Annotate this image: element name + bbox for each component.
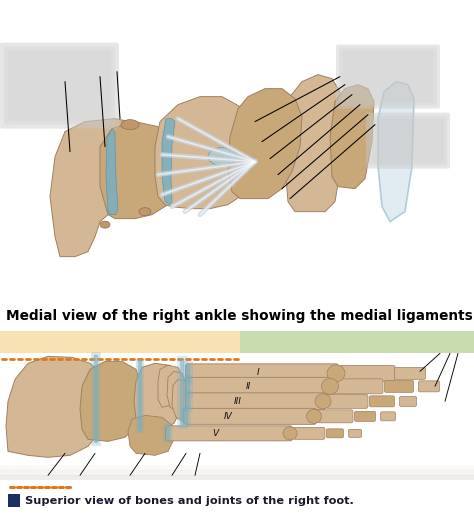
FancyBboxPatch shape: [165, 426, 292, 441]
Polygon shape: [80, 362, 142, 441]
Text: Superior view of bones and joints of the right foot.: Superior view of bones and joints of the…: [25, 495, 354, 506]
Polygon shape: [106, 129, 118, 215]
Polygon shape: [162, 118, 175, 204]
Ellipse shape: [100, 221, 110, 228]
FancyBboxPatch shape: [372, 118, 444, 163]
Bar: [0, 331, 474, 353]
FancyBboxPatch shape: [185, 377, 332, 396]
FancyBboxPatch shape: [4, 47, 115, 125]
Ellipse shape: [139, 208, 151, 216]
Bar: [240, 331, 474, 353]
FancyBboxPatch shape: [355, 411, 375, 421]
FancyBboxPatch shape: [339, 48, 437, 106]
FancyBboxPatch shape: [185, 364, 338, 383]
FancyBboxPatch shape: [366, 113, 450, 168]
FancyBboxPatch shape: [400, 397, 417, 406]
Polygon shape: [100, 122, 178, 219]
Text: V: V: [212, 429, 218, 438]
Text: I: I: [257, 368, 259, 377]
Ellipse shape: [321, 379, 338, 394]
Ellipse shape: [315, 394, 331, 409]
Polygon shape: [167, 371, 186, 414]
FancyBboxPatch shape: [348, 430, 362, 437]
Polygon shape: [134, 364, 182, 430]
Polygon shape: [172, 380, 190, 423]
FancyBboxPatch shape: [327, 429, 344, 438]
Ellipse shape: [208, 148, 236, 166]
FancyBboxPatch shape: [0, 43, 119, 129]
FancyBboxPatch shape: [369, 116, 447, 166]
FancyBboxPatch shape: [381, 412, 395, 421]
Ellipse shape: [283, 427, 297, 440]
FancyBboxPatch shape: [185, 393, 326, 410]
Bar: [0, 470, 474, 476]
FancyBboxPatch shape: [317, 410, 353, 423]
Polygon shape: [50, 118, 175, 256]
Text: III: III: [234, 397, 242, 406]
FancyBboxPatch shape: [394, 367, 426, 380]
Polygon shape: [158, 365, 182, 407]
Polygon shape: [6, 356, 108, 457]
FancyBboxPatch shape: [370, 396, 394, 407]
FancyBboxPatch shape: [333, 379, 383, 394]
FancyBboxPatch shape: [8, 50, 111, 121]
FancyBboxPatch shape: [384, 381, 413, 392]
FancyBboxPatch shape: [183, 408, 317, 424]
Ellipse shape: [121, 119, 139, 130]
Text: Medial view of the right ankle showing the medial ligaments: Medial view of the right ankle showing t…: [6, 309, 473, 323]
Polygon shape: [155, 97, 250, 209]
Bar: [0, 475, 474, 482]
Ellipse shape: [307, 409, 321, 423]
FancyBboxPatch shape: [339, 365, 395, 381]
Text: IV: IV: [224, 412, 232, 421]
Polygon shape: [330, 84, 374, 188]
Polygon shape: [228, 89, 302, 199]
FancyBboxPatch shape: [293, 427, 325, 439]
FancyBboxPatch shape: [336, 45, 440, 109]
Bar: [8, 494, 20, 507]
Polygon shape: [128, 415, 174, 455]
Polygon shape: [285, 75, 342, 212]
Text: II: II: [246, 382, 251, 391]
Ellipse shape: [327, 365, 345, 382]
Polygon shape: [378, 82, 414, 221]
FancyBboxPatch shape: [419, 381, 439, 392]
Bar: [0, 466, 474, 471]
FancyBboxPatch shape: [326, 394, 368, 408]
FancyBboxPatch shape: [342, 50, 434, 102]
